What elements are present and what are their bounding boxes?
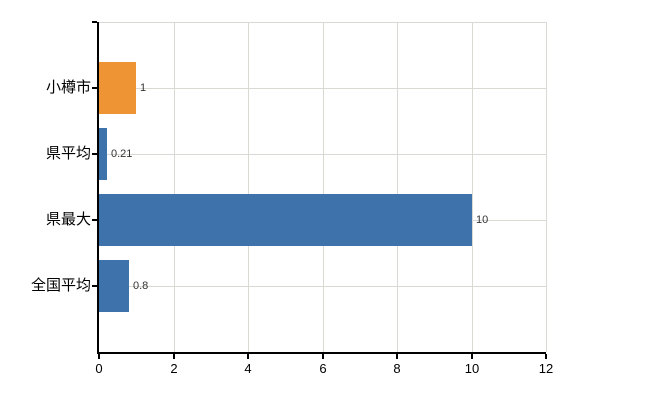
bar	[99, 194, 472, 246]
category-label: 県最大	[45, 211, 91, 228]
gridline-v	[397, 22, 398, 352]
y-tick-mark	[92, 285, 97, 287]
x-tick-label: 8	[393, 361, 401, 376]
gridline-h	[99, 286, 546, 287]
gridline-h	[99, 22, 546, 23]
bar-value-label: 1	[140, 82, 147, 94]
y-tick-mark	[92, 21, 97, 23]
category-label: 小樽市	[45, 79, 91, 96]
x-tick-mark	[173, 354, 175, 359]
bar	[99, 62, 136, 114]
x-tick-label: 2	[170, 361, 178, 376]
category-label: 全国平均	[30, 277, 91, 294]
x-tick-mark	[98, 354, 100, 359]
x-tick-label: 4	[244, 361, 252, 376]
bar-value-label: 0.8	[133, 280, 149, 292]
gridline-v	[174, 22, 175, 352]
x-tick-mark	[545, 354, 547, 359]
gridline-h	[99, 154, 546, 155]
x-tick-label: 0	[95, 361, 103, 376]
x-tick-mark	[322, 354, 324, 359]
bar-value-label: 0.21	[111, 148, 133, 160]
x-tick-mark	[247, 354, 249, 359]
x-tick-mark	[396, 354, 398, 359]
gridline-h	[99, 88, 546, 89]
bar	[99, 128, 107, 180]
gridline-v	[546, 22, 547, 352]
x-tick-label: 12	[538, 361, 554, 376]
x-tick-mark	[471, 354, 473, 359]
gridline-v	[248, 22, 249, 352]
gridline-v	[323, 22, 324, 352]
x-tick-label: 6	[319, 361, 327, 376]
y-tick-mark	[92, 87, 97, 89]
category-label: 県平均	[45, 145, 91, 162]
gridline-v	[472, 22, 473, 352]
bar-value-label: 10	[476, 214, 489, 226]
x-axis-line	[97, 352, 546, 354]
x-tick-label: 10	[464, 361, 480, 376]
bar	[99, 260, 129, 312]
y-tick-mark	[92, 219, 97, 221]
y-axis-line	[97, 22, 99, 354]
y-tick-mark	[92, 153, 97, 155]
